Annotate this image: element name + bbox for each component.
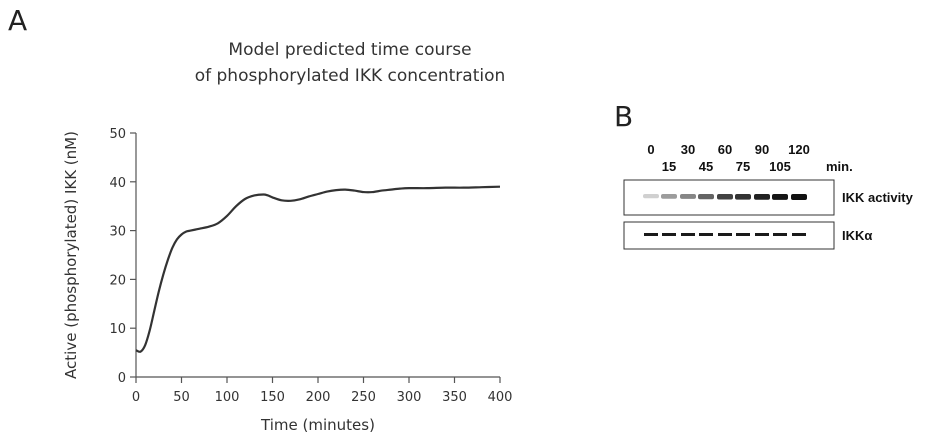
x-tick-label: 50 [173, 390, 190, 405]
ikk-activity-band [735, 194, 751, 200]
ikk-alpha-label: IKKα [842, 228, 872, 243]
x-tick-label: 0 [132, 390, 140, 405]
y-axis-title: Active (phosphorylated) IKK (nM) [62, 131, 80, 379]
x-tick-label: 400 [488, 390, 513, 405]
ikk-alpha-band [718, 233, 732, 236]
blot-time-top: 30 [681, 142, 695, 157]
ikk-activity-band [717, 194, 733, 200]
x-axis-ticks: 0 50 100 150 200 250 300 350 400 [132, 377, 513, 405]
y-tick-label: 40 [109, 176, 126, 191]
ikk-activity-band [791, 194, 807, 200]
y-tick-label: 10 [109, 322, 126, 337]
y-tick-label: 30 [109, 225, 126, 240]
ikk-alpha-band [773, 233, 787, 236]
x-tick-label: 350 [442, 390, 467, 405]
ikk-activity-band [754, 194, 770, 200]
ikk-activity-band [661, 194, 677, 199]
ikk-alpha-band [736, 233, 750, 236]
ikk-alpha-band [755, 233, 769, 236]
y-tick-label: 0 [118, 371, 126, 386]
ikk-activity-band [643, 194, 659, 199]
ikk-alpha-band [699, 233, 713, 236]
ikk-activity-label: IKK activity [842, 190, 914, 205]
ikk-alpha-band [792, 233, 806, 236]
x-tick-label: 200 [306, 390, 331, 405]
blot-time-top: 120 [788, 142, 810, 157]
blot-time-bottom: 75 [736, 159, 750, 174]
chart-title-line-2: of phosphorylated IKK concentration [194, 66, 506, 86]
blot-time-top: 90 [755, 142, 769, 157]
line-chart: 0 10 20 30 40 50 0 50 100 150 200 250 300 350 400 Tim… [62, 127, 512, 434]
y-axis-ticks: 0 10 20 30 40 50 [109, 127, 136, 386]
blot-time-bottom: 105 [769, 159, 791, 174]
blot-time-top: 0 [647, 142, 654, 157]
blot-time-bottom: 45 [699, 159, 713, 174]
blot-time-labels-bottom: 15 45 75 105 [662, 159, 791, 174]
y-tick-label: 20 [109, 273, 126, 288]
blot-unit-label: min. [826, 159, 853, 174]
panel-a-letter: A [8, 4, 28, 37]
series-line [135, 185, 501, 353]
x-axis-title: Time (minutes) [260, 416, 375, 434]
y-tick-label: 50 [109, 127, 126, 142]
x-tick-label: 150 [260, 390, 285, 405]
ikk-alpha-band [662, 233, 676, 236]
ikk-activity-bands [643, 194, 807, 200]
ikk-activity-band [698, 194, 714, 200]
x-tick-label: 100 [215, 390, 240, 405]
x-tick-label: 300 [397, 390, 422, 405]
ikk-alpha-band [644, 233, 658, 236]
blot-time-top: 60 [718, 142, 732, 157]
western-blot: 0 30 60 90 120 15 45 75 105 min. IKK activity I… [623, 142, 914, 250]
ikk-activity-band [680, 194, 696, 199]
x-tick-label: 250 [351, 390, 376, 405]
chart-title-line-1: Model predicted time course [228, 40, 472, 60]
blot-time-bottom: 15 [662, 159, 676, 174]
ikk-alpha-bands [644, 233, 806, 236]
ikk-alpha-band [681, 233, 695, 236]
panel-b-letter: B [614, 100, 634, 133]
blot-time-labels-top: 0 30 60 90 120 [647, 142, 809, 157]
ikk-activity-band [772, 194, 788, 200]
